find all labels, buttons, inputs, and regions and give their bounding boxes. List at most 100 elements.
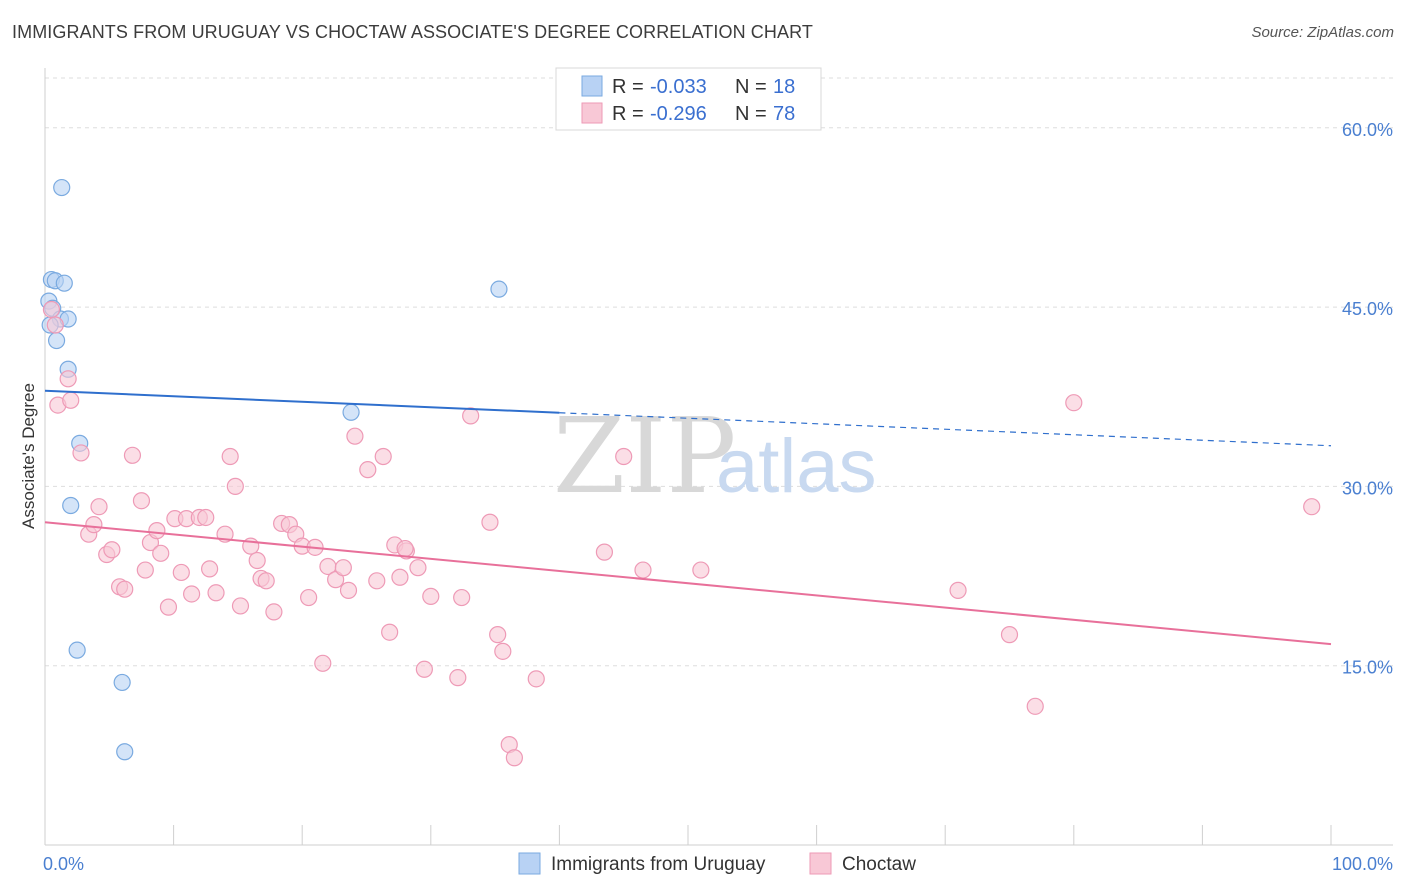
data-point-choctaw [449,669,467,687]
data-point-choctaw [327,571,345,589]
data-point-choctaw [159,598,178,616]
data-point-choctaw [359,461,377,479]
data-point-choctaw [42,300,61,319]
data-point-choctaw [505,749,523,767]
legend-n-label-uruguay: N = [735,76,767,98]
data-point-choctaw [692,561,710,579]
data-point-choctaw [72,444,90,462]
points-layer [40,178,1321,767]
data-point-choctaw [396,539,414,558]
bottom-legend-label-uruguay: Immigrants from Uruguay [551,854,766,875]
data-point-choctaw [415,660,433,678]
y-tick-label: 45.0% [1342,299,1393,319]
data-point-choctaw [257,572,275,590]
data-point-choctaw [123,446,142,464]
data-point-choctaw [409,559,427,577]
legend-r-label-choctaw: R = [612,103,644,125]
data-point-choctaw [314,654,332,672]
trend-layer [44,389,1332,646]
watermark-zip: ZIP [553,395,736,517]
watermark: ZIP atlas [553,395,877,517]
data-point-choctaw [148,522,166,540]
trend-line-choctaw [44,521,1332,646]
data-point-choctaw [197,508,215,527]
data-point-choctaw [949,581,967,599]
data-point-choctaw [85,516,103,534]
data-point-choctaw [132,492,151,510]
legend-n-label-choctaw: N = [735,103,767,125]
legend-r-value-uruguay: -0.033 [650,76,707,98]
data-point-choctaw [453,588,471,607]
y-tick-label: 30.0% [1342,478,1393,498]
data-point-choctaw [59,370,77,388]
legend-r-label-uruguay: R = [612,76,644,98]
data-point-choctaw [615,447,633,466]
chart-source: Source: ZipAtlas.com [1251,24,1394,41]
data-point-choctaw [339,581,358,599]
data-point-choctaw [634,561,652,579]
data-point-uruguay [53,178,71,197]
legend-r-value-choctaw: -0.296 [650,103,707,125]
data-point-choctaw [527,670,545,688]
data-point-choctaw [481,513,499,531]
trend-line-uruguay-extrapolated [559,412,1332,447]
data-point-choctaw [46,316,64,334]
data-point-choctaw [231,597,250,615]
data-point-choctaw [1303,498,1321,516]
bottom-legend-swatch-uruguay [518,852,541,875]
legend-n-value-choctaw: 78 [773,103,795,125]
data-point-choctaw [90,498,108,516]
data-point-choctaw [103,541,121,559]
data-point-choctaw [300,588,318,607]
data-point-uruguay [490,280,508,298]
data-point-choctaw [1026,697,1044,715]
data-point-uruguay [62,496,80,515]
legend-swatch-uruguay [581,75,603,97]
data-point-uruguay [116,743,134,761]
data-point-choctaw [391,568,409,586]
data-point-choctaw [494,642,512,660]
data-point-choctaw [368,572,386,590]
data-point-choctaw [172,563,190,582]
y-axis-label: Associate's Degree [19,383,38,529]
data-point-choctaw [62,391,80,409]
data-point-choctaw [221,447,239,466]
data-point-choctaw [462,407,480,425]
data-point-choctaw [265,603,283,621]
data-point-choctaw [346,427,364,445]
data-point-choctaw [248,551,266,570]
axis-layer: 15.0% 30.0% 45.0% 60.0% 0.0% 100.0% [43,68,1393,874]
data-point-choctaw [136,561,154,579]
x-tick-label: 100.0% [1332,854,1393,874]
data-point-choctaw [381,623,399,641]
data-point-choctaw [334,559,352,577]
legend-swatch-choctaw [581,102,603,124]
watermark-atlas: atlas [716,424,877,509]
data-point-choctaw [489,626,507,644]
data-point-choctaw [226,477,244,495]
data-point-choctaw [374,447,392,466]
y-tick-label: 15.0% [1342,658,1393,678]
top-legend: R = -0.033 N = 18 R = -0.296 N = 78 [555,67,822,131]
grid-layer [45,77,1393,667]
chart-title: IMMIGRANTS FROM URUGUAY VS CHOCTAW ASSOC… [12,22,813,42]
x-tick-label: 0.0% [43,854,84,874]
data-point-choctaw [595,543,614,561]
data-point-uruguay [55,274,73,292]
trend-line-uruguay [44,389,560,414]
data-point-choctaw [183,585,201,603]
bottom-legend: Immigrants from Uruguay Choctaw [518,852,916,875]
data-point-choctaw [116,580,134,598]
data-point-uruguay [47,331,66,350]
data-point-uruguay [342,403,360,421]
data-point-uruguay [113,673,131,692]
data-point-choctaw [201,560,219,578]
y-tick-label: 60.0% [1342,120,1393,140]
data-point-choctaw [1000,626,1019,644]
legend-n-value-uruguay: 18 [773,76,795,98]
data-point-uruguay [68,641,86,659]
data-point-choctaw [207,584,225,602]
data-point-choctaw [1065,394,1083,412]
